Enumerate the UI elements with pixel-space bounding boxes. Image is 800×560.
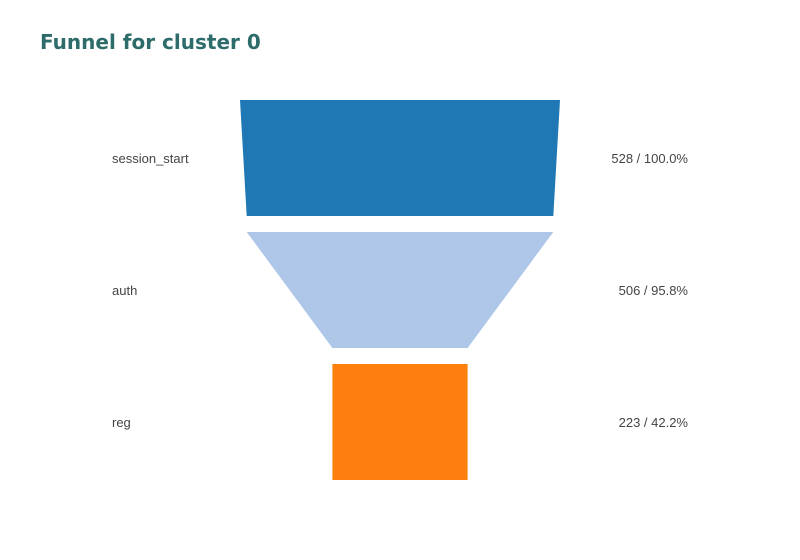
stage-label: session_start — [112, 151, 189, 166]
stage-value-label: 506 / 95.8% — [619, 283, 689, 298]
stage-value-label: 223 / 42.2% — [619, 415, 689, 430]
funnel-segment-session-start — [240, 100, 560, 216]
funnel-segment-reg — [332, 364, 468, 480]
stage-value-label: 528 / 100.0% — [611, 151, 688, 166]
stage-label: reg — [112, 415, 131, 430]
chart-title: Funnel for cluster 0 — [40, 30, 261, 54]
funnel-segment-auth — [246, 232, 554, 348]
stage-label: auth — [112, 283, 137, 298]
